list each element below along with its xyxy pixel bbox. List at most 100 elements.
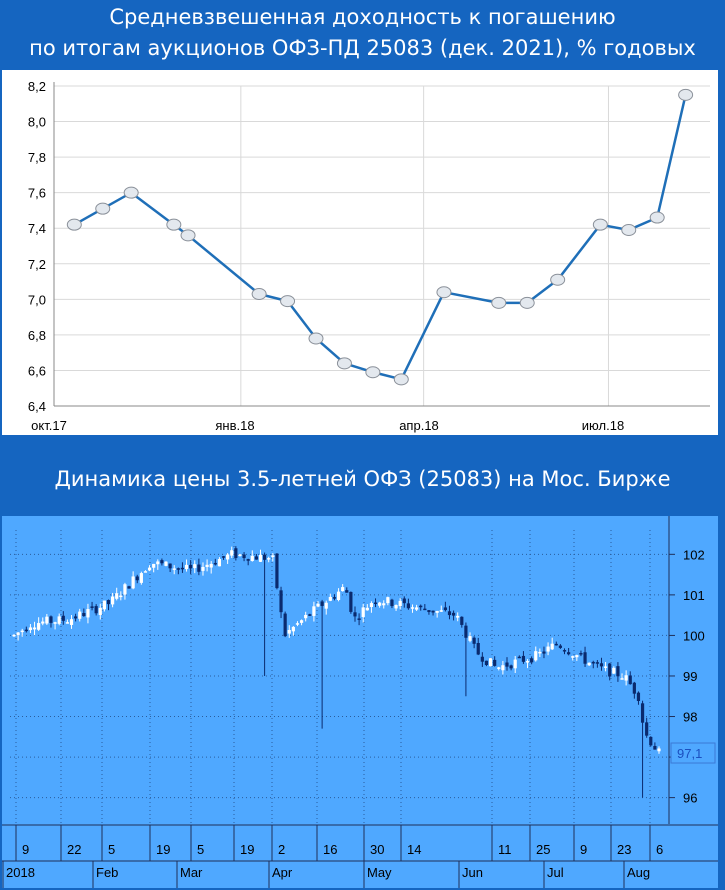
candle-body — [628, 675, 632, 685]
yield-point-marker — [123, 186, 139, 199]
candle-body — [579, 653, 583, 655]
x-tick-label: июл.18 — [582, 418, 624, 433]
candle-body — [546, 646, 550, 652]
candle-body — [456, 615, 460, 618]
candle-body — [152, 563, 156, 568]
candle-body — [172, 568, 176, 570]
candle-body — [591, 661, 595, 664]
price-tick-label: 101 — [683, 588, 705, 603]
price-chart-title: Динамика цены 3.5-летней ОФЗ (25083) на … — [54, 467, 671, 491]
candle-body — [517, 656, 521, 659]
yield-point-marker — [280, 295, 296, 308]
y-tick-label: 8,0 — [28, 115, 46, 130]
candle-body — [365, 607, 369, 611]
candle-body — [320, 601, 324, 606]
candle-body — [521, 655, 526, 662]
yield-point-marker — [592, 218, 608, 231]
candle-body — [505, 662, 509, 667]
month-tick-label: Aug — [627, 865, 650, 880]
yield-chart-title: Средневзвешенная доходность к погашению … — [0, 2, 725, 64]
day-tick-label: 25 — [536, 842, 550, 857]
candle-body — [554, 643, 558, 646]
candle-body — [49, 616, 53, 623]
month-tick-label: Jun — [462, 865, 483, 880]
candle-body — [131, 576, 135, 589]
candle-body — [32, 627, 37, 630]
candle-body — [110, 596, 115, 605]
candle-body — [464, 625, 468, 638]
candle-body — [636, 692, 641, 702]
candle-body — [415, 607, 419, 610]
yield-point-marker — [393, 373, 409, 386]
day-tick-label: 11 — [498, 842, 512, 857]
candle-body — [571, 656, 575, 658]
candle-body — [246, 559, 250, 561]
yield-point-marker — [436, 286, 452, 299]
candle-body — [645, 722, 649, 736]
candle-body — [65, 622, 70, 624]
yield-chart-title-line-2: по итогам аукционов ОФЗ-ПД 25083 (дек. 2… — [29, 36, 696, 60]
candle-body — [419, 605, 423, 608]
candle-body — [595, 662, 599, 664]
candle-body — [427, 610, 431, 613]
candle-body — [640, 703, 645, 723]
candle-body — [562, 650, 567, 652]
candle-body — [90, 606, 94, 608]
candle-body — [345, 590, 349, 593]
candle-body — [324, 602, 328, 609]
candle-body — [164, 561, 168, 566]
price-chart-panel: 9697989910010110292251951921630141125923… — [2, 516, 718, 888]
candle-body — [135, 576, 139, 581]
yield-line-chart: 6,4 6,6 6,8 7,0 7,2 7,4 7,6 7,8 8,0 8,2 окт.17 янв.… — [28, 79, 710, 433]
yield-point-marker — [550, 273, 566, 286]
x-tick-label: янв.18 — [215, 418, 254, 433]
candle-body — [127, 586, 131, 589]
candle-body — [460, 616, 464, 625]
candle-body — [123, 584, 127, 595]
candle-body — [312, 606, 316, 616]
day-tick-label: 2 — [278, 842, 285, 857]
yield-point-marker — [519, 296, 535, 309]
candle-body — [620, 678, 624, 680]
candle-body — [94, 606, 98, 614]
y-tick-label: 6,6 — [28, 363, 46, 378]
candle-body — [402, 598, 406, 604]
candle-body — [357, 618, 361, 620]
candle-body — [612, 667, 616, 674]
day-tick-label: 19 — [240, 842, 254, 857]
candle-body — [653, 745, 657, 750]
candle-body — [332, 597, 337, 599]
candle-body — [267, 558, 271, 560]
candle-body — [160, 560, 164, 564]
candle-body — [16, 632, 20, 636]
candle-body — [197, 564, 201, 572]
candle-body — [435, 610, 439, 613]
candle-body — [599, 663, 604, 667]
day-tick-label: 9 — [580, 842, 587, 857]
candle-body — [287, 629, 291, 634]
candle-body — [308, 614, 312, 616]
candle-body — [12, 634, 16, 637]
candle-body — [221, 556, 226, 558]
time-axis-area — [2, 825, 718, 888]
candle-body — [283, 613, 287, 637]
candle-body — [271, 555, 275, 557]
candle-body — [250, 555, 254, 562]
candle-body — [657, 748, 661, 752]
yield-chart-title-line-1: Средневзвешенная доходность к погашению — [109, 5, 616, 29]
candle-body — [143, 571, 148, 573]
yield-point-marker — [95, 202, 111, 215]
yield-point-marker — [251, 288, 267, 300]
day-tick-label: 14 — [407, 842, 421, 857]
price-tick-label: 102 — [683, 547, 705, 562]
candle-body — [369, 603, 374, 608]
yield-chart-panel: 6,4 6,6 6,8 7,0 7,2 7,4 7,6 7,8 8,0 8,2 окт.17 янв.… — [2, 70, 718, 435]
candle-body — [279, 590, 283, 613]
candle-body — [361, 607, 365, 617]
day-tick-label: 5 — [197, 842, 204, 857]
y-tick-label: 7,8 — [28, 150, 46, 165]
month-tick-label: Apr — [272, 865, 293, 880]
candle-body — [328, 596, 332, 601]
candle-body — [488, 658, 493, 667]
candle-body — [147, 567, 152, 571]
